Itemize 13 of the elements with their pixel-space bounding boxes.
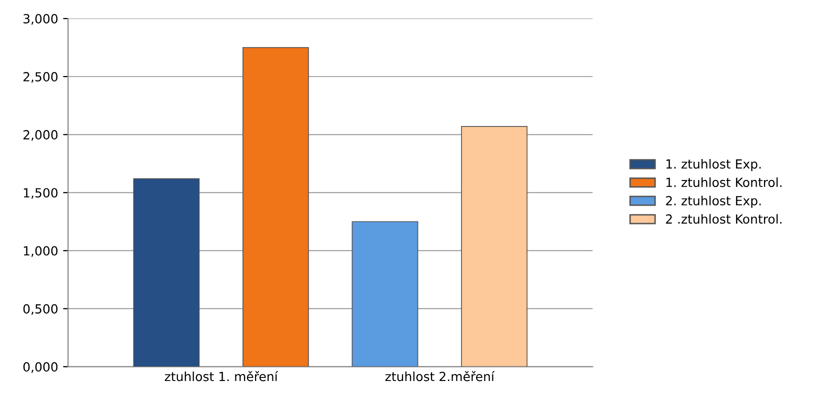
y-tick-label: 1,500: [24, 188, 58, 199]
y-tick-label: 1,000: [24, 246, 58, 257]
y-tick-label: 0,000: [23, 362, 58, 373]
legend-label: 1. ztuhlost Kontrol.: [666, 177, 782, 188]
x-tick-label: ztuhlost 2.měření: [385, 371, 495, 382]
legend-label: 1. ztuhlost Exp.: [666, 159, 761, 172]
y-tick-label: 3,000: [24, 14, 58, 25]
x-tick-label: ztuhlost 1. měření: [164, 371, 278, 382]
y-tick-label: 2,500: [23, 72, 58, 83]
legend-label: 2. ztuhlost Exp.: [666, 196, 761, 208]
legend-label: 2 .ztuhlost Kontrol.: [666, 214, 782, 224]
y-tick-label: 0,500: [23, 304, 58, 315]
y-tick-label: 2,000: [23, 130, 58, 141]
